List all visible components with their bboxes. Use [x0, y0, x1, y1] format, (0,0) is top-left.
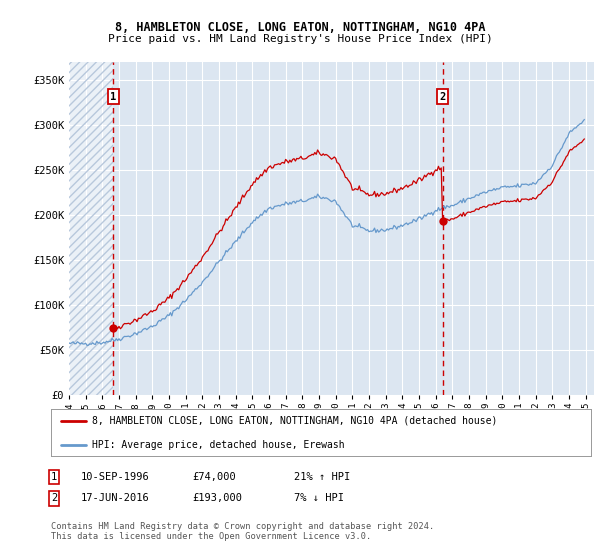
- Text: Price paid vs. HM Land Registry's House Price Index (HPI): Price paid vs. HM Land Registry's House …: [107, 34, 493, 44]
- Text: 7% ↓ HPI: 7% ↓ HPI: [294, 493, 344, 503]
- Text: 21% ↑ HPI: 21% ↑ HPI: [294, 472, 350, 482]
- Text: £193,000: £193,000: [192, 493, 242, 503]
- Text: HPI: Average price, detached house, Erewash: HPI: Average price, detached house, Erew…: [91, 440, 344, 450]
- Text: 1: 1: [110, 92, 116, 101]
- Bar: [69, 62, 113, 395]
- Text: 8, HAMBLETON CLOSE, LONG EATON, NOTTINGHAM, NG10 4PA: 8, HAMBLETON CLOSE, LONG EATON, NOTTINGH…: [115, 21, 485, 34]
- Text: 17-JUN-2016: 17-JUN-2016: [81, 493, 150, 503]
- Text: £74,000: £74,000: [192, 472, 236, 482]
- Text: 10-SEP-1996: 10-SEP-1996: [81, 472, 150, 482]
- Text: 2: 2: [439, 92, 446, 101]
- Text: Contains HM Land Registry data © Crown copyright and database right 2024.
This d: Contains HM Land Registry data © Crown c…: [51, 522, 434, 542]
- Text: 8, HAMBLETON CLOSE, LONG EATON, NOTTINGHAM, NG10 4PA (detached house): 8, HAMBLETON CLOSE, LONG EATON, NOTTINGH…: [91, 416, 497, 426]
- Text: 2: 2: [51, 493, 57, 503]
- Bar: [69, 62, 113, 395]
- Text: 1: 1: [51, 472, 57, 482]
